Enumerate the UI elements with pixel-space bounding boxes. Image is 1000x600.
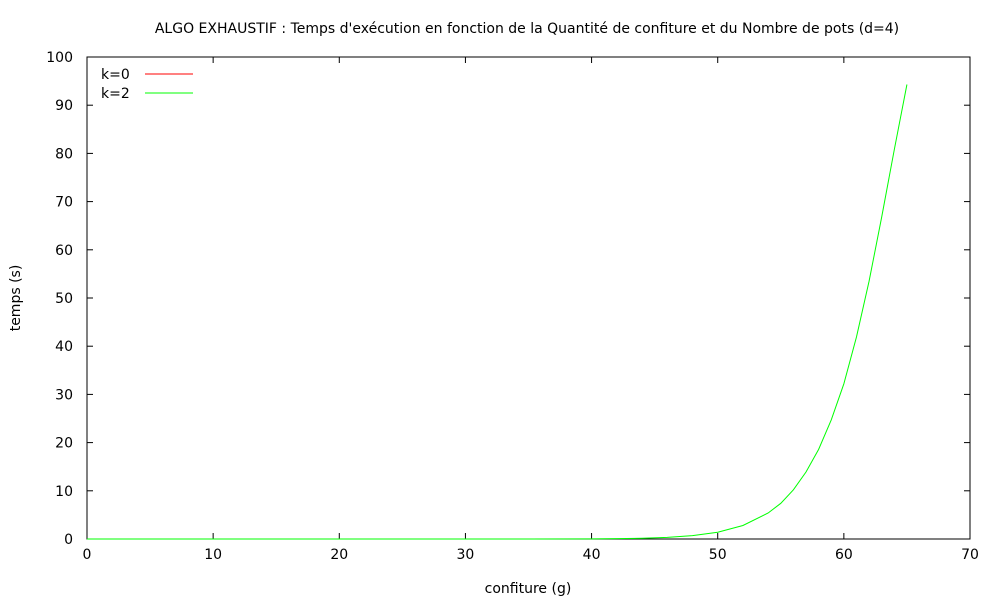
y-tick-label: 50 (55, 291, 73, 307)
x-tick-label: 30 (457, 547, 475, 563)
x-axis-label: confiture (g) (485, 581, 572, 597)
y-tick-label: 0 (64, 532, 73, 548)
series-group (87, 84, 908, 540)
x-tick-label: 70 (961, 547, 979, 563)
y-tick-label: 40 (55, 339, 73, 355)
series-line-k2 (87, 84, 908, 540)
x-tick-label: 10 (204, 547, 222, 563)
y-tick-label: 80 (55, 146, 73, 162)
legend-label: k=2 (101, 86, 130, 102)
chart-title: ALGO EXHAUSTIF : Temps d'exécution en fo… (155, 21, 899, 37)
legend-label: k=0 (101, 67, 130, 83)
y-tick-label: 70 (55, 195, 73, 211)
y-tick-label: 10 (55, 484, 73, 500)
y-tick-label: 90 (55, 98, 73, 114)
y-tick-label: 60 (55, 243, 73, 259)
x-tick-label: 50 (709, 547, 727, 563)
y-tick-label: 20 (55, 436, 73, 452)
x-tick-label: 0 (83, 547, 92, 563)
x-tick-label: 40 (583, 547, 601, 563)
axes: 0 10 20 30 40 50 60 70 0 10 20 30 40 50 60 70 80 90 100 (46, 50, 979, 563)
y-tick-label: 100 (46, 50, 73, 66)
y-axis-label: temps (s) (8, 265, 24, 332)
x-tick-label: 60 (835, 547, 853, 563)
y-tick-label: 30 (55, 387, 73, 403)
plot-frame (86, 56, 971, 540)
legend: k=0k=2 (101, 67, 193, 102)
x-tick-label: 20 (330, 547, 348, 563)
